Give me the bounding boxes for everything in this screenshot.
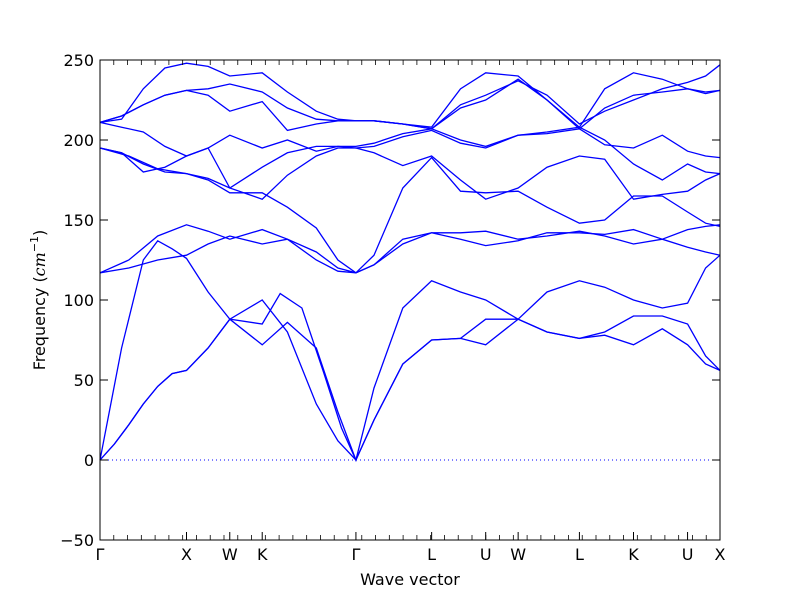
y-tick-label: 200	[63, 131, 94, 150]
y-axis-label-unit-exp: −1	[28, 236, 41, 252]
x-tick-label: U	[480, 545, 492, 564]
y-axis-label: Frequency (cm−1)	[28, 230, 49, 371]
y-tick-label: 100	[63, 291, 94, 310]
band-line-5	[99, 224, 721, 274]
x-tick-label: L	[575, 545, 584, 564]
x-tick-label: L	[427, 545, 436, 564]
y-axis-label-close: )	[30, 230, 49, 236]
y-axis-label-unit: cm	[30, 252, 49, 276]
x-tick-label: Γ	[351, 545, 360, 564]
y-tick-label: 150	[63, 211, 94, 230]
y-tick-label: 50	[74, 371, 94, 390]
y-tick-label: −50	[60, 531, 94, 550]
x-tick-label: W	[222, 545, 238, 564]
plot-frame	[99, 59, 721, 541]
x-axis-label: Wave vector	[360, 570, 460, 589]
y-tick-label: 250	[63, 51, 94, 70]
y-axis-label-text: Frequency	[30, 288, 49, 371]
y-axis-label-open: (	[30, 276, 49, 287]
x-tick-label: W	[510, 545, 526, 564]
band-line-3	[99, 239, 721, 462]
band-line-4	[99, 230, 721, 274]
x-tick-label: K	[628, 545, 639, 564]
x-tick-label: X	[715, 545, 726, 564]
plot-area	[99, 62, 721, 462]
band-line-9	[99, 121, 721, 159]
x-tick-label: Γ	[96, 545, 105, 564]
x-tick-label: K	[257, 545, 268, 564]
band-line-6	[99, 147, 721, 274]
x-tick-label: U	[682, 545, 694, 564]
band-line-12	[99, 62, 721, 129]
x-tick-label: X	[181, 545, 192, 564]
band-line-8	[99, 126, 721, 189]
band-line-2	[99, 315, 721, 462]
y-tick-label: 0	[84, 451, 94, 470]
